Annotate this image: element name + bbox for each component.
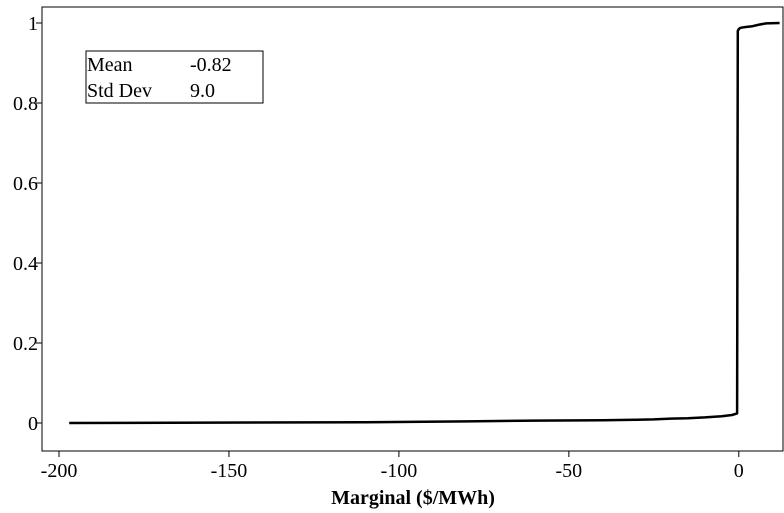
x-axis-label: Marginal ($/MWh) — [331, 487, 495, 509]
y-tick-label: 1 — [28, 13, 38, 35]
stats-mean-label: Mean — [87, 54, 133, 76]
x-tick-label: -200 — [41, 460, 78, 482]
y-tick-label: 0.4 — [13, 253, 38, 275]
plot-area — [69, 21, 780, 425]
y-tick-label: 0.2 — [13, 333, 38, 355]
cdf-line — [69, 21, 780, 425]
stats-mean-value: -0.82 — [190, 54, 232, 76]
y-tick-label: 0.6 — [13, 173, 38, 195]
stats-std-value: 9.0 — [190, 80, 215, 102]
plot-frame — [41, 6, 784, 452]
y-tick-label: 0 — [28, 413, 38, 435]
y-tick-label: 0.8 — [13, 93, 38, 115]
stats-box: Mean -0.82 Std Dev 9.0 — [85, 50, 264, 104]
stats-std-label: Std Dev — [87, 80, 152, 102]
y-axis: 0 0.2 0.4 0.6 0.8 1 — [13, 13, 42, 435]
x-tick-label: -50 — [556, 460, 583, 482]
x-tick-label: -100 — [381, 460, 418, 482]
x-axis: -200 -150 -100 -50 0 — [41, 451, 744, 482]
x-tick-label: 0 — [734, 460, 744, 482]
x-tick-label: -150 — [211, 460, 248, 482]
stats-box-frame — [85, 50, 264, 104]
